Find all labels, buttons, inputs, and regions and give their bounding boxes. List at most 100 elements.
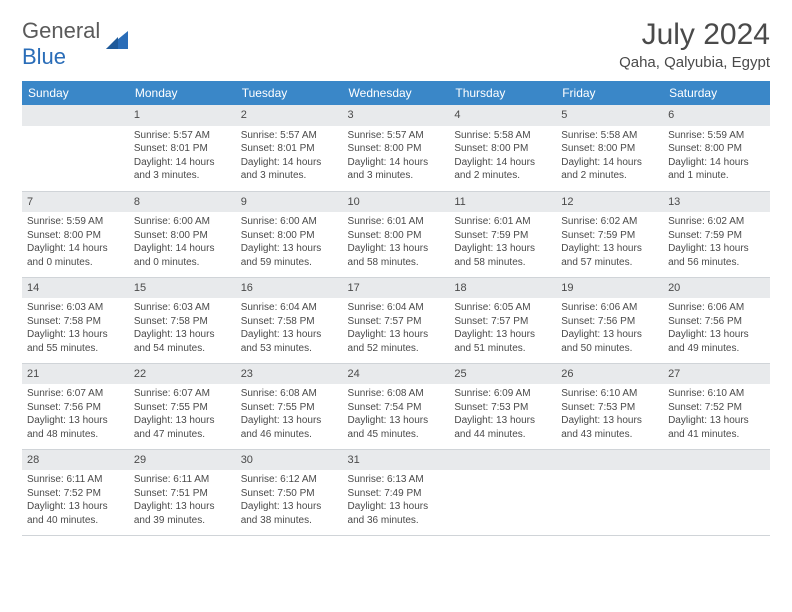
- day-body: Sunrise: 5:59 AMSunset: 8:00 PMDaylight:…: [663, 126, 770, 188]
- day-number: 31: [343, 450, 450, 471]
- day-line-ss: Sunset: 7:52 PM: [668, 401, 765, 415]
- day-line-sr: Sunrise: 6:10 AM: [561, 387, 658, 401]
- day-line-d2: and 3 minutes.: [241, 169, 338, 183]
- day-body: Sunrise: 6:02 AMSunset: 7:59 PMDaylight:…: [663, 212, 770, 274]
- day-body: Sunrise: 6:00 AMSunset: 8:00 PMDaylight:…: [236, 212, 343, 274]
- calendar-cell: 10Sunrise: 6:01 AMSunset: 8:00 PMDayligh…: [343, 191, 450, 277]
- day-line-sr: Sunrise: 5:58 AM: [561, 129, 658, 143]
- day-line-d1: Daylight: 13 hours: [561, 242, 658, 256]
- day-line-sr: Sunrise: 6:00 AM: [134, 215, 231, 229]
- day-body: Sunrise: 6:09 AMSunset: 7:53 PMDaylight:…: [449, 384, 556, 446]
- day-body: Sunrise: 6:11 AMSunset: 7:51 PMDaylight:…: [129, 470, 236, 532]
- day-body: Sunrise: 6:06 AMSunset: 7:56 PMDaylight:…: [663, 298, 770, 360]
- weekday-header: Tuesday: [236, 81, 343, 105]
- day-line-ss: Sunset: 7:57 PM: [348, 315, 445, 329]
- day-number: 7: [22, 192, 129, 213]
- day-number: 30: [236, 450, 343, 471]
- calendar-cell: 30Sunrise: 6:12 AMSunset: 7:50 PMDayligh…: [236, 449, 343, 535]
- day-line-d1: Daylight: 13 hours: [241, 328, 338, 342]
- day-line-d2: and 36 minutes.: [348, 514, 445, 528]
- calendar-cell: 21Sunrise: 6:07 AMSunset: 7:56 PMDayligh…: [22, 363, 129, 449]
- calendar-cell: 7Sunrise: 5:59 AMSunset: 8:00 PMDaylight…: [22, 191, 129, 277]
- day-line-d2: and 47 minutes.: [134, 428, 231, 442]
- day-line-sr: Sunrise: 6:00 AM: [241, 215, 338, 229]
- day-body: Sunrise: 5:58 AMSunset: 8:00 PMDaylight:…: [556, 126, 663, 188]
- day-body: Sunrise: 6:00 AMSunset: 8:00 PMDaylight:…: [129, 212, 236, 274]
- day-line-d2: and 0 minutes.: [134, 256, 231, 270]
- day-line-ss: Sunset: 7:51 PM: [134, 487, 231, 501]
- calendar-cell: 28Sunrise: 6:11 AMSunset: 7:52 PMDayligh…: [22, 449, 129, 535]
- calendar-cell: 3Sunrise: 5:57 AMSunset: 8:00 PMDaylight…: [343, 105, 450, 191]
- calendar-cell: 6Sunrise: 5:59 AMSunset: 8:00 PMDaylight…: [663, 105, 770, 191]
- day-number: 16: [236, 278, 343, 299]
- day-body: Sunrise: 6:07 AMSunset: 7:56 PMDaylight:…: [22, 384, 129, 446]
- day-line-ss: Sunset: 8:00 PM: [348, 229, 445, 243]
- calendar-cell: [663, 449, 770, 535]
- calendar-cell: [556, 449, 663, 535]
- day-body: Sunrise: 6:11 AMSunset: 7:52 PMDaylight:…: [22, 470, 129, 532]
- calendar-cell: 16Sunrise: 6:04 AMSunset: 7:58 PMDayligh…: [236, 277, 343, 363]
- day-body: Sunrise: 6:01 AMSunset: 8:00 PMDaylight:…: [343, 212, 450, 274]
- calendar-week: 7Sunrise: 5:59 AMSunset: 8:00 PMDaylight…: [22, 191, 770, 277]
- day-line-d1: Daylight: 13 hours: [454, 328, 551, 342]
- logo: General Blue: [22, 18, 130, 70]
- day-line-sr: Sunrise: 6:04 AM: [348, 301, 445, 315]
- calendar-cell: 2Sunrise: 5:57 AMSunset: 8:01 PMDaylight…: [236, 105, 343, 191]
- calendar-cell: 25Sunrise: 6:09 AMSunset: 7:53 PMDayligh…: [449, 363, 556, 449]
- day-line-d2: and 56 minutes.: [668, 256, 765, 270]
- day-line-ss: Sunset: 8:00 PM: [241, 229, 338, 243]
- day-line-sr: Sunrise: 5:57 AM: [241, 129, 338, 143]
- day-number: 22: [129, 364, 236, 385]
- day-line-ss: Sunset: 7:59 PM: [561, 229, 658, 243]
- day-line-ss: Sunset: 8:00 PM: [348, 142, 445, 156]
- day-body: Sunrise: 6:13 AMSunset: 7:49 PMDaylight:…: [343, 470, 450, 532]
- day-line-sr: Sunrise: 5:57 AM: [134, 129, 231, 143]
- day-line-ss: Sunset: 7:59 PM: [454, 229, 551, 243]
- calendar-cell: 12Sunrise: 6:02 AMSunset: 7:59 PMDayligh…: [556, 191, 663, 277]
- day-body: Sunrise: 6:03 AMSunset: 7:58 PMDaylight:…: [22, 298, 129, 360]
- day-body: Sunrise: 6:02 AMSunset: 7:59 PMDaylight:…: [556, 212, 663, 274]
- day-line-d1: Daylight: 13 hours: [134, 500, 231, 514]
- weekday-header: Friday: [556, 81, 663, 105]
- weekday-header: Monday: [129, 81, 236, 105]
- logo-word2: Blue: [22, 44, 66, 69]
- day-line-d1: Daylight: 13 hours: [561, 328, 658, 342]
- day-line-d1: Daylight: 13 hours: [348, 328, 445, 342]
- day-number: 21: [22, 364, 129, 385]
- day-line-sr: Sunrise: 6:08 AM: [241, 387, 338, 401]
- day-number: 15: [129, 278, 236, 299]
- day-body: Sunrise: 6:07 AMSunset: 7:55 PMDaylight:…: [129, 384, 236, 446]
- day-body: Sunrise: 6:10 AMSunset: 7:52 PMDaylight:…: [663, 384, 770, 446]
- day-line-ss: Sunset: 7:55 PM: [134, 401, 231, 415]
- day-line-d1: Daylight: 13 hours: [134, 414, 231, 428]
- day-line-d2: and 53 minutes.: [241, 342, 338, 356]
- day-number: 26: [556, 364, 663, 385]
- day-number: 17: [343, 278, 450, 299]
- day-line-d1: Daylight: 13 hours: [348, 414, 445, 428]
- day-number: 4: [449, 105, 556, 126]
- title-block: July 2024 Qaha, Qalyubia, Egypt: [619, 18, 770, 71]
- day-number: 14: [22, 278, 129, 299]
- calendar-week: 21Sunrise: 6:07 AMSunset: 7:56 PMDayligh…: [22, 363, 770, 449]
- calendar-cell: 24Sunrise: 6:08 AMSunset: 7:54 PMDayligh…: [343, 363, 450, 449]
- day-line-d1: Daylight: 14 hours: [134, 242, 231, 256]
- day-line-ss: Sunset: 8:00 PM: [134, 229, 231, 243]
- day-line-sr: Sunrise: 6:12 AM: [241, 473, 338, 487]
- day-line-sr: Sunrise: 6:09 AM: [454, 387, 551, 401]
- calendar-cell: 23Sunrise: 6:08 AMSunset: 7:55 PMDayligh…: [236, 363, 343, 449]
- calendar-cell: 11 Sunrise: 6:01 AMSunset: 7:59 PMDayligh…: [449, 191, 556, 277]
- day-line-ss: Sunset: 8:00 PM: [27, 229, 124, 243]
- day-line-sr: Sunrise: 5:57 AM: [348, 129, 445, 143]
- day-line-d1: Daylight: 13 hours: [454, 242, 551, 256]
- calendar-header-row: SundayMondayTuesdayWednesdayThursdayFrid…: [22, 81, 770, 105]
- day-line-sr: Sunrise: 6:10 AM: [668, 387, 765, 401]
- day-line-d2: and 54 minutes.: [134, 342, 231, 356]
- day-line-d2: and 3 minutes.: [134, 169, 231, 183]
- day-body: [449, 470, 556, 478]
- day-number: [663, 450, 770, 471]
- day-number: 24: [343, 364, 450, 385]
- day-number: 9: [236, 192, 343, 213]
- day-number: [449, 450, 556, 471]
- day-line-sr: Sunrise: 6:01 AM: [454, 215, 551, 229]
- day-number: 11: [449, 192, 556, 213]
